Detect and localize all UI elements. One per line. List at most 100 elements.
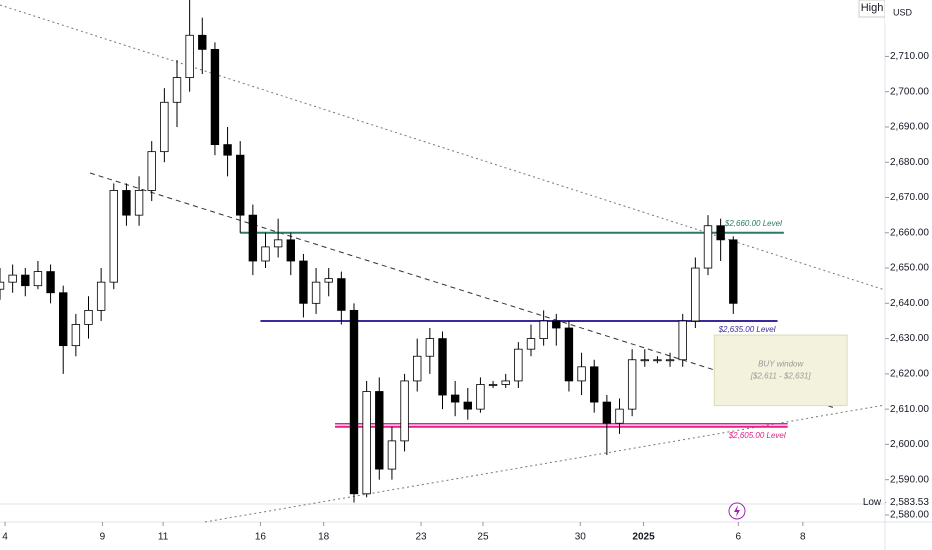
candle	[400, 373, 409, 452]
candle	[501, 373, 510, 388]
candle	[476, 377, 485, 413]
candle-body	[602, 401, 612, 424]
candle-body	[501, 380, 510, 385]
candle-body	[299, 260, 308, 304]
candle	[109, 183, 118, 290]
candle	[71, 313, 81, 357]
x-tick-label: 11	[158, 532, 169, 543]
candle-body	[261, 246, 270, 262]
candle-body	[0, 281, 5, 290]
candle-body	[33, 271, 43, 287]
candle	[627, 349, 637, 417]
candle	[33, 261, 43, 290]
candle	[602, 395, 612, 455]
candle-body	[223, 144, 232, 156]
candle-body	[450, 394, 460, 403]
candle	[450, 380, 460, 417]
candle-body	[691, 267, 700, 322]
y-tick-label: 2,670.00	[890, 192, 929, 203]
candle	[311, 268, 321, 314]
x-tick-label: 4	[2, 532, 8, 543]
candle-body	[514, 348, 523, 382]
x-tick-label: 6	[736, 532, 742, 543]
x-tick-label: 23	[415, 532, 427, 543]
candle-body	[134, 190, 144, 216]
candle-body	[198, 34, 207, 50]
candle	[273, 218, 283, 258]
y-tick-label: 2,640.00	[890, 298, 929, 309]
candle	[665, 352, 675, 367]
y-tick-label: 2,700.00	[890, 86, 929, 97]
candle-body	[413, 355, 422, 382]
candle-body	[678, 320, 687, 361]
candle	[615, 398, 624, 434]
candle-body	[362, 391, 371, 495]
level-label: $2,635.00 Level	[718, 325, 776, 334]
x-tick-label: 30	[575, 532, 587, 543]
x-tick-label: 18	[318, 532, 330, 543]
candle-body	[577, 366, 586, 382]
candle-body	[716, 225, 725, 241]
candle-body	[84, 309, 93, 325]
candle	[0, 268, 5, 300]
candle-body	[400, 380, 409, 442]
candle	[172, 59, 182, 127]
candle-body	[248, 214, 258, 262]
candle	[236, 141, 245, 233]
candle-body	[273, 239, 283, 248]
candle	[96, 268, 106, 321]
candle	[122, 183, 131, 226]
candle	[691, 257, 700, 329]
low-label: 2,583.53	[890, 497, 929, 508]
candle	[564, 320, 574, 392]
x-tick-label: 25	[477, 532, 489, 543]
y-tick-label: 2,650.00	[890, 263, 929, 274]
candle-body	[387, 440, 397, 470]
candle	[261, 232, 270, 269]
event-bolt[interactable]	[734, 505, 740, 517]
candle	[362, 380, 371, 498]
candle	[577, 352, 586, 396]
mid-trendline	[89, 172, 836, 409]
candle-body	[160, 101, 169, 153]
candle	[438, 331, 447, 410]
candle-body	[653, 359, 662, 362]
candle-body	[703, 225, 713, 269]
candle-body	[349, 309, 359, 495]
y-tick-label: 2,660.00	[890, 227, 929, 238]
candle	[248, 204, 258, 276]
candle	[185, 0, 194, 92]
candle	[147, 141, 156, 202]
high-tag: High	[861, 2, 884, 14]
candle-body	[46, 271, 55, 294]
candle-body	[640, 359, 649, 362]
y-tick-label: 2,710.00	[890, 51, 929, 62]
candle	[134, 176, 144, 226]
candle-body	[526, 338, 536, 350]
candle-body	[210, 48, 220, 146]
x-tick-label: 2025	[632, 532, 655, 543]
candle	[678, 313, 687, 367]
candle	[703, 215, 713, 276]
candle-body	[488, 384, 498, 386]
candle-body	[236, 154, 245, 216]
candle-body	[71, 324, 81, 347]
candle-body	[286, 239, 295, 262]
candle	[413, 338, 422, 392]
currency-box	[885, 0, 932, 25]
candle-body	[185, 34, 194, 78]
y-tick-label: 2,600.00	[890, 439, 929, 450]
buy-zone	[713, 334, 848, 407]
y-tick-label: 2,690.00	[890, 122, 929, 133]
candle	[286, 232, 295, 276]
x-tick-label: 8	[800, 532, 806, 543]
candle-body	[337, 278, 346, 311]
x-tick-label: 16	[255, 532, 267, 543]
event-icon[interactable]	[728, 502, 746, 520]
candle-body	[8, 274, 17, 283]
low-label-box	[886, 495, 932, 510]
candle	[324, 268, 333, 297]
x-tick-label: 9	[100, 532, 106, 543]
buy-zone-label: [$2,611 - $2,631]	[750, 371, 812, 380]
